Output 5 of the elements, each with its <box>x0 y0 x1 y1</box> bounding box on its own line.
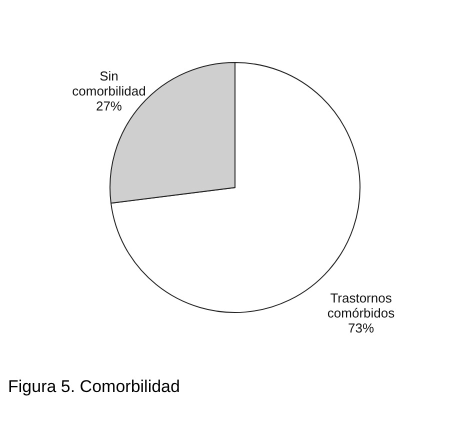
data-label: 73% <box>348 320 374 336</box>
data-label: 27% <box>96 98 122 114</box>
slice-label: Trastornos comórbidos <box>327 290 396 321</box>
text: Figura 5. Comorbilidad <box>8 377 180 396</box>
slice-label: Sin comorbilidad <box>72 68 146 98</box>
